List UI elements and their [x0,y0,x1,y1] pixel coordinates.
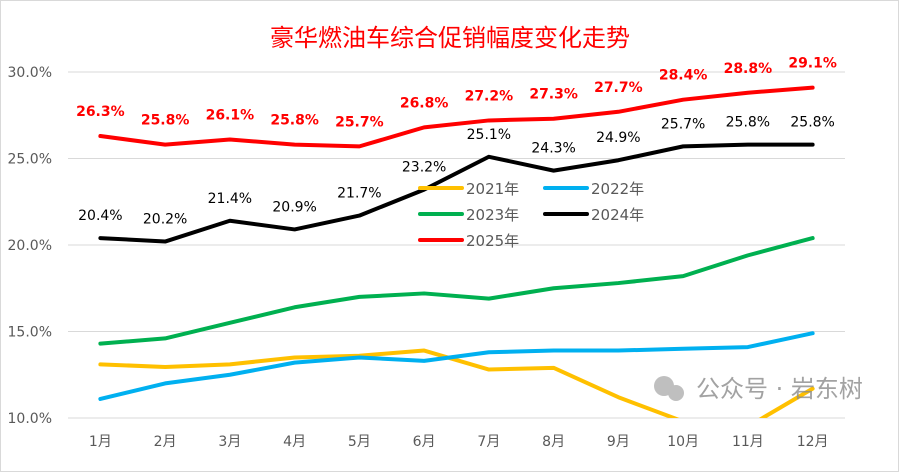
data-label: 25.8% [270,113,319,129]
data-label: 21.4% [208,191,252,207]
data-label: 26.1% [206,107,255,123]
x-tick-label: 2月 [154,434,177,450]
x-tick-label: 1月 [89,434,112,450]
data-label: 25.8% [726,115,770,131]
y-tick-label: 25.0% [8,152,52,168]
x-tick-label: 7月 [477,434,500,450]
data-label: 25.7% [661,116,705,132]
data-label: 26.3% [76,104,125,120]
legend-label: 2021年 [466,180,519,198]
x-tick-label: 9月 [607,434,630,450]
data-label: 28.8% [724,61,773,77]
x-tick-label: 6月 [413,434,436,450]
series-line-2024年 [98,142,815,244]
data-label: 25.8% [141,113,190,129]
legend-label: 2023年 [466,206,519,224]
series-line-2025年 [98,85,815,149]
data-label: 24.3% [531,141,575,157]
data-label: 29.1% [788,56,837,72]
y-tick-label: 20.0% [8,238,52,254]
y-tick-label: 15.0% [8,325,52,341]
y-tick-label: 10.0% [8,411,52,427]
data-label: 23.2% [402,160,446,176]
legend-label: 2025年 [466,232,519,250]
data-label: 25.7% [335,114,384,130]
data-label: 27.2% [465,88,514,104]
data-label: 25.8% [790,115,834,131]
x-tick-label: 10月 [667,434,699,450]
data-label: 20.2% [143,212,187,228]
data-label: 21.7% [337,186,381,202]
legend-label: 2024年 [591,206,644,224]
watermark: 公众号 · 岩东树 [654,375,863,403]
series-line-2023年 [98,236,815,346]
x-tick-label: 11月 [732,434,764,450]
data-label: 26.8% [400,95,449,111]
x-tick-label: 4月 [283,434,306,450]
series-line-2021年 [98,348,815,418]
x-tick-label: 3月 [218,434,241,450]
series-line-2022年 [98,331,815,401]
wechat-icon-bubble [668,385,684,401]
watermark-text: 公众号 · 岩东树 [696,375,863,403]
data-label: 27.7% [594,80,643,96]
x-tick-label: 8月 [542,434,565,450]
data-label: 25.1% [467,127,511,143]
x-tick-label: 5月 [348,434,371,450]
data-label: 28.4% [659,68,708,84]
data-label: 27.3% [529,87,578,103]
chart-title: 豪华燃油车综合促销幅度变化走势 [270,24,630,52]
y-tick-label: 30.0% [8,65,52,81]
x-tick-label: 12月 [797,434,829,450]
data-label: 20.4% [78,208,122,224]
data-label: 24.9% [596,130,640,146]
legend-label: 2022年 [591,180,644,198]
data-label: 20.9% [272,199,316,215]
